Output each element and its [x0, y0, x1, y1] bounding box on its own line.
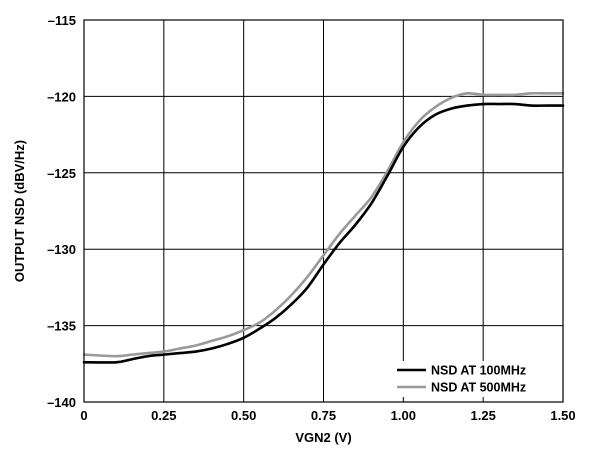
tick-labels: 0 0.25 0.50 0.75 1.00 1.25 1.50 –115 –120 –125 –13… [47, 13, 576, 423]
x-tick-label: 1.00 [391, 408, 416, 423]
x-tick-label: 0.25 [151, 408, 176, 423]
x-tick-label: 1.50 [550, 408, 575, 423]
series-line-500mhz [82, 91, 565, 358]
y-tick-label: –115 [48, 13, 76, 28]
legend-label: NSD AT 500MHz [431, 381, 526, 395]
series-layer [82, 91, 565, 364]
series-line-100mhz [82, 102, 565, 364]
y-tick-label: –120 [47, 89, 76, 104]
legend-background [394, 361, 558, 397]
legend-label: NSD AT 100MHz [431, 364, 526, 378]
legend: NSD AT 100MHz NSD AT 500MHz [394, 361, 558, 397]
x-tick-label: 1.25 [471, 408, 496, 423]
y-axis-title: OUTPUT NSD (dBV/Hz) [12, 140, 27, 282]
plot-frame [83, 19, 564, 403]
grid [83, 19, 564, 403]
y-tick-label: –125 [47, 166, 76, 181]
x-tick-label: 0 [80, 408, 87, 423]
x-axis-title: VGN2 (V) [295, 430, 351, 445]
x-tick-label: 0.50 [231, 408, 256, 423]
y-tick-label: –130 [47, 242, 76, 257]
y-tick-label: –140 [47, 395, 76, 410]
y-tick-label: –135 [47, 319, 76, 334]
x-tick-label: 0.75 [311, 408, 336, 423]
